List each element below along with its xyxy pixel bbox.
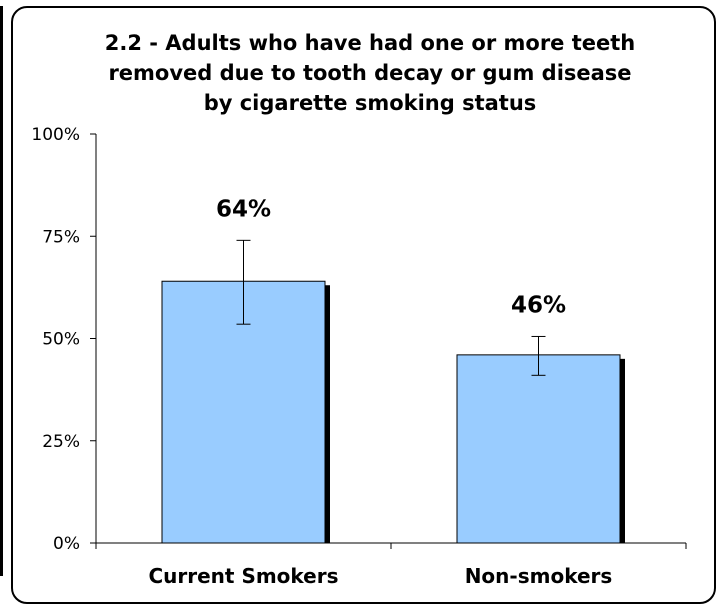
bar [456, 354, 621, 544]
chart-title-line-3: by cigarette smoking status [203, 91, 537, 115]
data-label: 64% [216, 196, 271, 222]
y-tick-label: 50% [42, 330, 80, 350]
y-tick-label: 75% [42, 227, 80, 247]
chart-title-line-1: 2.2 - Adults who have had one or more te… [104, 31, 636, 55]
left-edge-line [0, 6, 3, 576]
chart-title-line-2: removed due to tooth decay or gum diseas… [108, 61, 632, 85]
category-label: Non-smokers [465, 564, 613, 588]
y-tick-label: 100% [31, 125, 80, 145]
data-label: 46% [511, 292, 566, 318]
chart-title: 2.2 - Adults who have had one or more te… [70, 28, 670, 118]
y-tick-label: 25% [42, 432, 80, 452]
category-label: Current Smokers [148, 564, 338, 588]
y-tick-label: 0% [53, 534, 80, 554]
